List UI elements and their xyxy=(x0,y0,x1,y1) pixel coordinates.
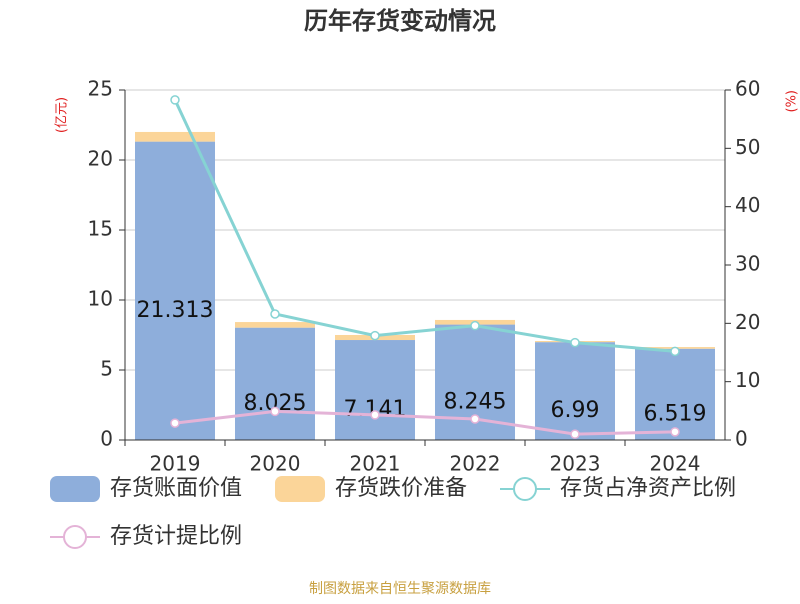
bar xyxy=(235,327,315,440)
bar-value-label: 6.519 xyxy=(644,401,707,426)
bar-value-label: 8.245 xyxy=(444,389,507,414)
y-tick-label: 15 xyxy=(88,217,113,241)
bar xyxy=(635,348,715,440)
line-point xyxy=(270,406,280,417)
line xyxy=(173,99,676,353)
bar xyxy=(535,342,615,440)
x-tick-label: 2021 xyxy=(350,452,401,476)
bar xyxy=(235,322,315,328)
legend-swatch xyxy=(50,476,100,502)
legend-swatch xyxy=(63,525,87,549)
line-point xyxy=(170,95,180,105)
line-point xyxy=(470,320,480,331)
x-tick-label: 2024 xyxy=(650,452,701,476)
y-tick-label: 20 xyxy=(88,147,113,171)
bar xyxy=(135,131,215,142)
bar xyxy=(335,340,415,440)
source-note: 制图数据来自恒生聚源数据库 xyxy=(309,581,491,597)
bar xyxy=(135,141,215,441)
y-tick-label: 10 xyxy=(88,287,113,311)
y-tick-label: 5 xyxy=(100,357,113,381)
y2-tick-label: 10 xyxy=(735,368,760,392)
bar-value-label: 6.99 xyxy=(551,398,600,423)
line-point xyxy=(370,410,380,420)
bar-value-label: 21.313 xyxy=(137,298,214,323)
legend-label: 存货账面价值 xyxy=(110,476,242,501)
legend-label: 存货占净资产比例 xyxy=(560,476,736,501)
chart-title: 历年存货变动情况 xyxy=(304,7,496,35)
line-point xyxy=(670,427,680,437)
legend-label: 存货计提比例 xyxy=(110,524,242,549)
y2-tick-label: 60 xyxy=(735,77,760,101)
x-tick-label: 2023 xyxy=(550,452,601,476)
line-point xyxy=(170,418,180,428)
x-tick-label: 2019 xyxy=(150,452,201,476)
line-point xyxy=(270,309,280,319)
line-point xyxy=(570,337,580,348)
y2-tick-label: 50 xyxy=(735,135,760,159)
legend-label: 存货跌价准备 xyxy=(335,476,467,501)
legend-swatch xyxy=(275,476,325,502)
line xyxy=(174,409,676,436)
y2-tick-label: 0 xyxy=(735,427,748,451)
line-point xyxy=(470,414,480,424)
line-point xyxy=(370,330,380,341)
y-tick-label: 0 xyxy=(100,427,113,451)
y2-tick-label: 40 xyxy=(735,193,760,217)
y2-tick-label: 30 xyxy=(735,252,760,276)
x-tick-label: 2020 xyxy=(250,452,301,476)
y-axis-label: (亿元) xyxy=(55,97,70,133)
legend-swatch xyxy=(513,477,537,501)
x-tick-label: 2022 xyxy=(450,452,501,476)
y2-tick-label: 20 xyxy=(735,310,760,334)
y2-axis-label: (%) xyxy=(785,90,800,113)
line-point xyxy=(670,346,680,357)
y-tick-label: 25 xyxy=(88,77,113,101)
line-point xyxy=(570,429,580,439)
